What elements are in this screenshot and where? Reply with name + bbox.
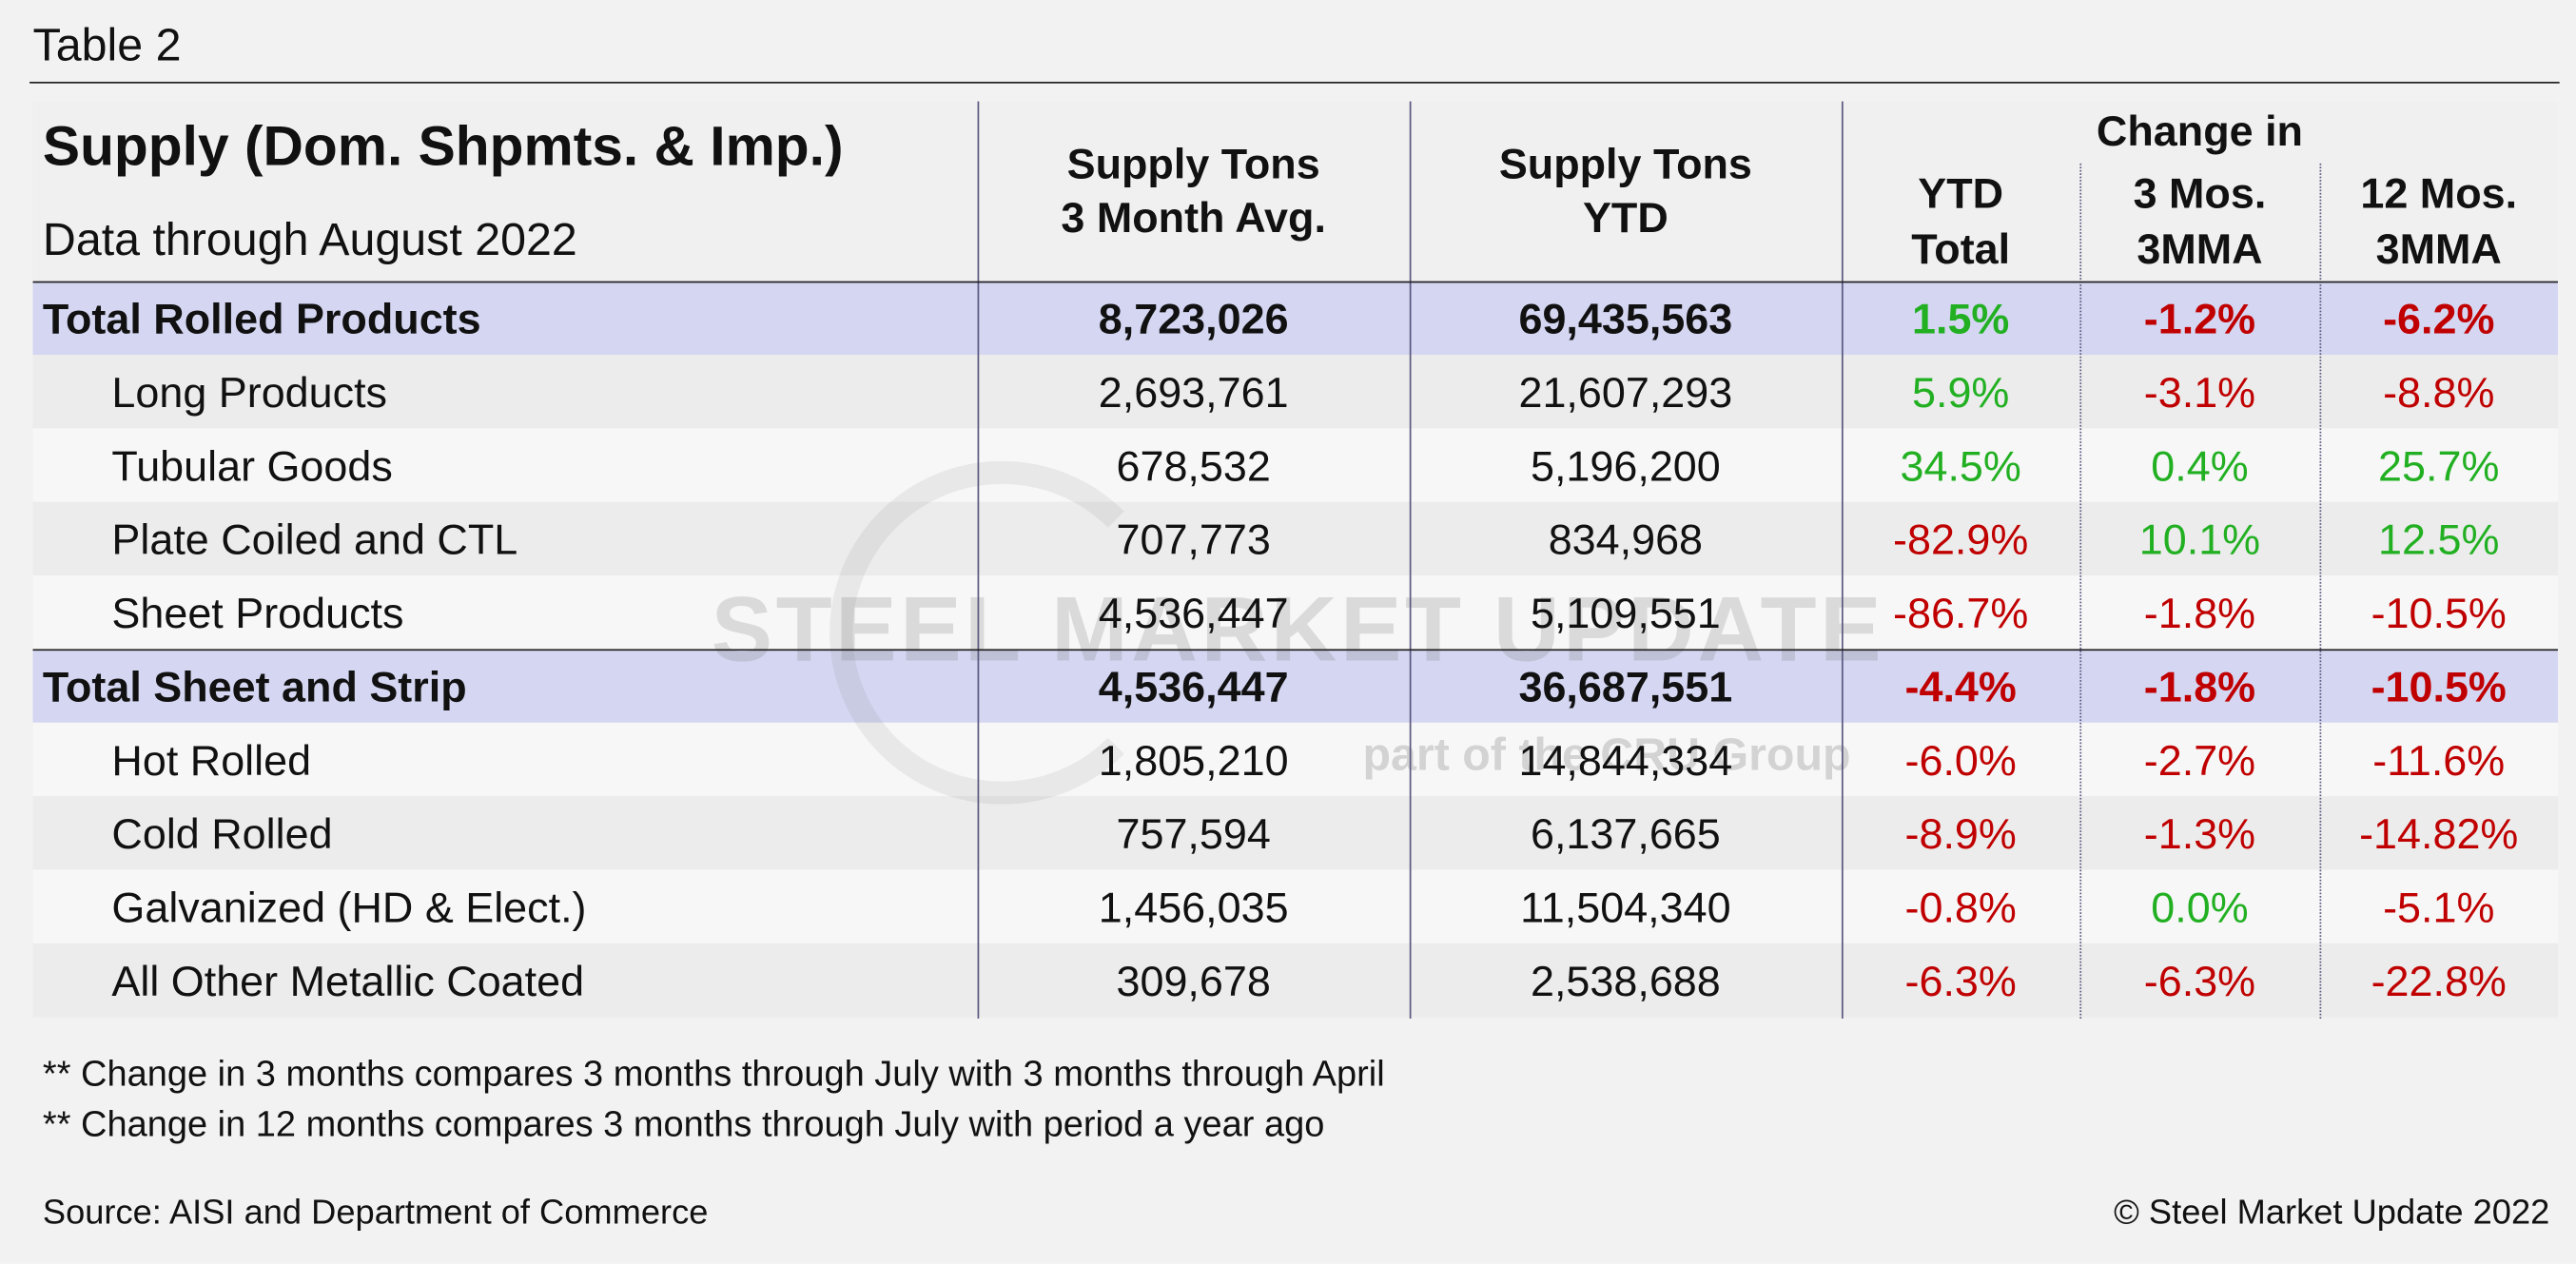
- change-cell: -2.7%: [2143, 734, 2256, 785]
- row-bg: [32, 869, 2558, 943]
- row-label: Long Products: [111, 366, 388, 417]
- total-row-bg: [32, 649, 2558, 723]
- column-group-header: Change in: [2096, 106, 2303, 156]
- change-cell: -11.6%: [2372, 734, 2506, 785]
- change-cell: -6.0%: [1904, 734, 2017, 785]
- change-cell: 34.5%: [1900, 440, 2021, 490]
- tons-cell: 834,968: [1548, 514, 1704, 564]
- copyright: © Steel Market Update 2022: [2114, 1194, 2550, 1233]
- change-cell: -8.9%: [1904, 808, 2017, 858]
- row-label: Sheet Products: [111, 587, 404, 637]
- row-bg: [32, 428, 2558, 502]
- row-bg: [32, 722, 2558, 797]
- tons-cell: 707,773: [1116, 514, 1271, 564]
- change-cell: 10.1%: [2138, 514, 2261, 564]
- change-cell: -8.8%: [2383, 366, 2495, 417]
- change-cell: -0.8%: [1904, 882, 2017, 931]
- change-cell: -22.8%: [2371, 955, 2507, 1005]
- change-cell: 5.9%: [1911, 366, 2010, 417]
- column-divider: [977, 101, 980, 1019]
- tons-cell: 8,723,026: [1098, 293, 1289, 343]
- change-cell: -4.4%: [1904, 661, 2017, 710]
- tons-cell: 678,532: [1116, 440, 1271, 490]
- row-label: Tubular Goods: [111, 440, 393, 490]
- tons-cell: 757,594: [1116, 808, 1271, 858]
- tons-cell: 5,109,551: [1530, 587, 1721, 637]
- row-label: Plate Coiled and CTL: [111, 514, 518, 564]
- column-header: Supply Tons: [1066, 139, 1320, 188]
- change-cell: 0.4%: [2151, 440, 2249, 490]
- row-bg: [32, 575, 2558, 650]
- column-header: 12 Mos.: [2360, 168, 2518, 218]
- change-cell: -1.2%: [2143, 293, 2256, 343]
- change-cell: -1.8%: [2143, 661, 2256, 710]
- row-bg: [32, 943, 2558, 1018]
- column-header: YTD: [1582, 192, 1669, 243]
- column-header: Total: [1911, 224, 2011, 274]
- change-cell: -6.3%: [1904, 955, 2017, 1005]
- watermark-tagline: part of the CRU Group: [1362, 729, 1851, 780]
- column-header: 3 Mos.: [2133, 168, 2267, 218]
- tons-cell: 5,196,200: [1530, 440, 1721, 490]
- footnote: ** Change in 3 months compares 3 months …: [42, 1053, 1385, 1095]
- column-divider: [1409, 101, 1412, 1019]
- change-cell: -10.5%: [2371, 661, 2507, 710]
- footnote: ** Change in 12 months compares 3 months…: [42, 1103, 1325, 1145]
- change-cell: -1.3%: [2143, 808, 2256, 858]
- change-cell: -6.3%: [2143, 955, 2256, 1005]
- change-cell: -86.7%: [1893, 587, 2029, 637]
- source: Source: AISI and Department of Commerce: [42, 1194, 709, 1233]
- total-row-label: Total Sheet and Strip: [42, 661, 467, 710]
- change-cell: -10.5%: [2371, 587, 2507, 637]
- change-cell: 25.7%: [2378, 440, 2500, 490]
- tons-cell: 14,844,334: [1518, 734, 1733, 785]
- tons-cell: 309,678: [1116, 955, 1271, 1005]
- tons-cell: 21,607,293: [1518, 366, 1733, 417]
- column-header: Supply Tons: [1498, 139, 1752, 188]
- tons-cell: 4,536,447: [1098, 587, 1289, 637]
- tons-cell: 1,805,210: [1098, 734, 1289, 785]
- table-title: Supply (Dom. Shpmts. & Imp.): [42, 116, 844, 179]
- tons-cell: 2,693,761: [1098, 366, 1289, 417]
- row-label: Cold Rolled: [111, 808, 333, 858]
- change-cell: -3.1%: [2143, 366, 2256, 417]
- row-bg: [32, 355, 2558, 429]
- page-title: Table 2: [32, 19, 182, 70]
- row-label: Hot Rolled: [111, 734, 312, 785]
- tons-cell: 4,536,447: [1098, 661, 1289, 710]
- change-cell: -6.2%: [2383, 293, 2495, 343]
- column-header: 3MMA: [2137, 224, 2263, 274]
- row-bg: [32, 796, 2558, 870]
- change-cell: 1.5%: [1911, 293, 2010, 343]
- tons-cell: 1,456,035: [1098, 882, 1289, 931]
- table-subtitle: Data through August 2022: [42, 214, 577, 265]
- column-header: YTD: [1918, 168, 2004, 218]
- row-label: Galvanized (HD & Elect.): [111, 882, 587, 931]
- column-header: 3MMA: [2375, 224, 2502, 274]
- column-divider: [2079, 163, 2082, 1019]
- tons-cell: 6,137,665: [1530, 808, 1721, 858]
- column-header: 3 Month Avg.: [1061, 192, 1326, 243]
- tons-cell: 11,504,340: [1520, 882, 1731, 931]
- tons-cell: 2,538,688: [1530, 955, 1721, 1005]
- change-cell: -14.82%: [2359, 808, 2519, 858]
- title-rule: [29, 81, 2560, 84]
- change-cell: -82.9%: [1893, 514, 2029, 564]
- column-divider: [2319, 163, 2322, 1019]
- total-row-label: Total Rolled Products: [42, 293, 481, 343]
- column-divider: [1841, 101, 1844, 1019]
- tons-cell: 36,687,551: [1518, 661, 1733, 710]
- change-cell: -1.8%: [2143, 587, 2256, 637]
- tons-cell: 69,435,563: [1518, 293, 1733, 343]
- header-rule: [32, 281, 2558, 283]
- row-label: All Other Metallic Coated: [111, 955, 585, 1005]
- change-cell: -5.1%: [2383, 882, 2495, 931]
- change-cell: 0.0%: [2151, 882, 2249, 931]
- section-rule: [32, 649, 2558, 651]
- change-cell: 12.5%: [2378, 514, 2500, 564]
- row-bg: [32, 501, 2558, 576]
- total-row-bg: [32, 281, 2558, 356]
